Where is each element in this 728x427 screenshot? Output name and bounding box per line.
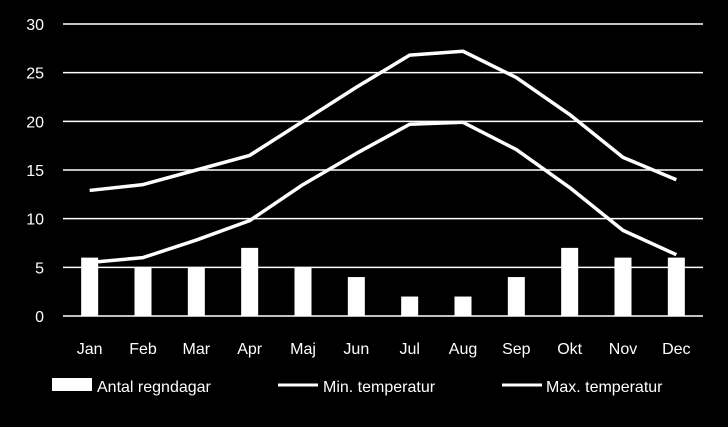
bar-rain-days xyxy=(614,257,632,316)
bar-rain-days xyxy=(667,257,685,316)
x-tick-label: Apr xyxy=(237,341,263,358)
line-min-temperature xyxy=(89,120,678,265)
x-tick-label: Feb xyxy=(129,341,157,358)
y-tick-label: 25 xyxy=(26,66,44,83)
x-tick-label: Mar xyxy=(183,341,211,358)
x-tick-label: Okt xyxy=(557,341,582,358)
bar-rain-days xyxy=(561,247,579,316)
x-tick-label: Aug xyxy=(449,341,477,358)
legend-label-min: Min. temperatur xyxy=(323,379,436,396)
x-tick-label: Jun xyxy=(343,341,369,358)
y-tick-label: 30 xyxy=(26,17,44,34)
bar-rain-days xyxy=(134,267,152,316)
bar-rain-days xyxy=(294,267,312,316)
line-max-temperature xyxy=(89,49,678,193)
y-axis-ticks: 0 5 10 15 20 25 30 xyxy=(26,17,44,326)
bar-rain-days xyxy=(401,296,419,316)
legend-label-max: Max. temperatur xyxy=(546,379,663,396)
bar-series xyxy=(81,247,685,316)
legend-label-bars: Antal regndagar xyxy=(97,379,212,396)
x-tick-label: Dec xyxy=(662,341,690,358)
x-tick-label: Jan xyxy=(77,341,103,358)
y-tick-label: 10 xyxy=(26,212,44,229)
bar-rain-days xyxy=(454,296,472,316)
x-tick-label: Jul xyxy=(399,341,419,358)
bar-rain-days xyxy=(347,277,365,316)
y-tick-label: 15 xyxy=(26,163,44,180)
bar-rain-days xyxy=(241,247,259,316)
line-series xyxy=(89,49,678,265)
legend-swatch-bars xyxy=(52,378,92,391)
y-tick-label: 20 xyxy=(26,114,44,131)
y-tick-label: 0 xyxy=(35,309,44,326)
x-tick-label: Nov xyxy=(609,341,637,358)
x-axis-ticks: Jan Feb Mar Apr Maj Jun Jul Aug Sep Okt Nov Dec xyxy=(77,341,691,358)
x-tick-label: Maj xyxy=(290,341,316,358)
bar-rain-days xyxy=(187,267,205,316)
y-tick-label: 5 xyxy=(35,260,44,277)
bar-rain-days xyxy=(507,277,525,316)
x-tick-label: Sep xyxy=(502,341,531,358)
bar-rain-days xyxy=(81,257,99,316)
legend: Antal regndagar Min. temperatur Max. tem… xyxy=(52,378,663,396)
